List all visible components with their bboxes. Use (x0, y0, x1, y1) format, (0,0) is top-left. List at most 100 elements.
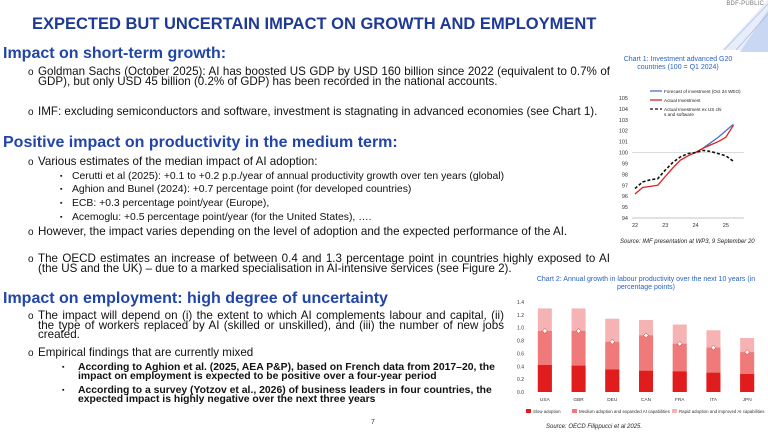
chart1-x-tick-label: 24 (693, 223, 699, 229)
bullet-goldman-sachs: o Goldman Sachs (October 2025): AI has b… (28, 66, 610, 87)
chart1-y-tick-label: 100 (619, 151, 628, 157)
chart2-y-tick-label: 0.4 (517, 364, 524, 370)
sub-bullet-ecb: ▪ ECB: +0.3 percentage point/year (Europ… (60, 198, 270, 209)
sub-bullet-yotzov: ▪ According to a survey (Yotzov et al., … (62, 385, 508, 405)
chart2-x-tick-label: GBR (573, 397, 584, 403)
bullet-depends: o The impact will depend on (i) the exte… (28, 309, 504, 342)
chart2-bar (537, 365, 552, 392)
page-number: 7 (371, 419, 375, 426)
section-heading-growth: Impact on short-term growth: (3, 45, 227, 62)
chart2-legend-swatch (526, 409, 531, 413)
chart1-y-tick-label: 105 (619, 96, 628, 102)
chart1-y-tick-label: 98 (622, 172, 628, 178)
bullet-text: ECB: +0.3 percentage point/year (Europe)… (72, 198, 270, 209)
chart1-source: Source: IMF presentation at WP3, 9 Septe… (620, 239, 755, 245)
chart1-y-tick-label: 94 (622, 216, 628, 222)
chart2-y-tick-label: 0.6 (517, 351, 524, 357)
chart1-x-tick-label: 22 (632, 223, 638, 229)
chart1-legend-label: Forecast of investment (Oct 24 WEO) (664, 89, 741, 94)
chart2-source: Source: OECD Filippucci et al 2025. (546, 424, 643, 430)
chart2-y-tick-label: 0.0 (517, 390, 524, 396)
bullet-text: Various estimates of the median impact o… (38, 155, 318, 168)
section-heading-productivity: Positive impact on productivity in the m… (3, 134, 398, 151)
chart2-title: Chart 2: Annual growth in labour product… (536, 276, 756, 291)
chart2-x-tick-label: USA (540, 397, 551, 403)
chart2-median-marker (676, 340, 683, 347)
chart1-legend-label: Actual Investment (664, 98, 701, 103)
section-heading-employment: Impact on employment: high degree of unc… (3, 290, 388, 307)
chart2-bar (605, 369, 620, 392)
chart2-y-tick-label: 0.2 (517, 377, 524, 383)
chart1-y-tick-label: 95 (622, 205, 628, 211)
bullet-oecd: o The OECD estimates an increase of betw… (28, 252, 610, 275)
chart1-series-line (695, 123, 734, 154)
chart2-median-marker (643, 332, 649, 339)
chart1-y-tick-label: 103 (619, 118, 628, 124)
chart2-bar (571, 365, 586, 392)
bullet-text: Aghion and Bunel (2024): +0.7 percentage… (72, 184, 412, 195)
bullet-marker: o (28, 348, 34, 359)
bullet-marker: o (28, 67, 34, 78)
bullet-text: The impact will depend on (i) the extent… (38, 309, 504, 342)
bullet-text: According to Aghion et al. (2025, AEA P&… (78, 362, 495, 382)
bullet-marker: ▪ (60, 173, 63, 180)
chart2-x-tick-label: JPN (743, 397, 753, 403)
chart1-x-tick-label: 23 (662, 223, 668, 229)
chart2-y-tick-label: 1.2 (517, 313, 524, 319)
chart2-median-marker (575, 328, 582, 334)
chart2-legend-label: Medium adoption and expanded AI capabili… (579, 409, 671, 414)
chart1-y-tick-label: 99 (622, 161, 628, 167)
chart2-legend-swatch (572, 409, 577, 413)
bullet-marker: o (28, 311, 34, 322)
chart2-bar (706, 372, 721, 392)
bullet-imf: o IMF: excluding semiconductors and soft… (28, 105, 610, 118)
chart2-bar (740, 374, 755, 392)
chart2-legend-label: Slow adoption (533, 409, 561, 414)
bullet-text: IMF: excluding semiconductors and softwa… (38, 105, 598, 118)
sub-bullet-acemoglu: ▪ Acemoglu: +0.5 percentage point/year (… (60, 212, 372, 223)
top-bar (0, 0, 768, 8)
bullet-marker: ▪ (62, 364, 65, 371)
bullet-marker: o (28, 157, 34, 168)
chart1-y-tick-label: 96 (622, 194, 628, 200)
corner-decoration (722, 0, 768, 52)
bullet-marker: ▪ (62, 387, 65, 394)
sub-bullet-aghion-bunel: ▪ Aghion and Bunel (2024): +0.7 percenta… (60, 184, 412, 195)
bullet-text: The OECD estimates an increase of betwee… (38, 252, 610, 275)
chart2-bar (639, 370, 653, 392)
chart2-median-marker (542, 328, 548, 334)
bullet-text: Acemoglu: +0.5 percentage point/year (fo… (72, 212, 372, 223)
chart2-legend-swatch (672, 409, 677, 413)
bullet-text: Empirical findings that are currently mi… (38, 346, 254, 359)
classification-label: BDF-PUBLIC (726, 1, 764, 7)
bullet-marker: ▪ (60, 186, 63, 193)
chart2-y-tick-label: 1.4 (517, 300, 524, 306)
bullet-median-impact: o Various estimates of the median impact… (28, 155, 610, 168)
bullet-text: Cerutti et al (2025): +0.1 to +0.2 p.p./… (72, 171, 505, 182)
sub-bullet-cerutti: ▪ Cerutti et al (2025): +0.1 to +0.2 p.p… (60, 171, 505, 182)
chart2-y-tick-label: 1.0 (517, 326, 524, 332)
chart2-bar (672, 371, 687, 392)
chart1-x-tick-label: 25 (723, 223, 729, 229)
chart2-legend-label: Rapid adoption and improved AI capabilit… (679, 409, 765, 414)
chart1-legend-label: Actual Investment ex US chi s and softwar… (664, 107, 721, 117)
slide-title: EXPECTED BUT UNCERTAIN IMPACT ON GROWTH … (32, 15, 597, 33)
chart2-x-tick-label: FRA (675, 397, 685, 403)
bullet-text: However, the impact varies depending on … (38, 225, 568, 238)
chart2-y-tick-label: 0.8 (517, 339, 524, 345)
bullet-marker: o (28, 227, 34, 238)
chart1-y-tick-label: 102 (619, 129, 628, 135)
chart1-line-chart: 94 95 96 97 98 99 100 101 102 103 104 105 22 23 24 25 Fo… (619, 89, 744, 229)
bullet-mixed-findings: o Empirical findings that are currently … (28, 346, 504, 359)
sub-bullet-aghion-2025: ▪ According to Aghion et al. (2025, AEA … (62, 362, 508, 382)
bullet-impact-varies: o However, the impact varies depending o… (28, 225, 610, 238)
chart1-title: Chart 1: Investment advanced G20 countri… (623, 56, 733, 71)
bullet-text: According to a survey (Yotzov et al., 20… (78, 385, 492, 405)
chart1-y-tick-label: 101 (619, 140, 628, 146)
bullet-marker: o (28, 254, 34, 265)
bullet-marker: ▪ (60, 200, 63, 207)
chart1-y-tick-label: 97 (622, 183, 628, 189)
chart2-x-tick-label: DEU (607, 397, 618, 403)
bullet-marker: o (28, 107, 34, 118)
chart2-median-marker (744, 349, 750, 355)
